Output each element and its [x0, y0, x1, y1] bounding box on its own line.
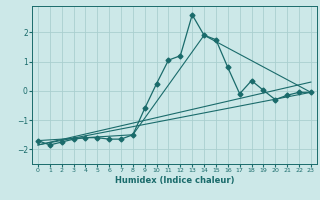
- X-axis label: Humidex (Indice chaleur): Humidex (Indice chaleur): [115, 176, 234, 185]
